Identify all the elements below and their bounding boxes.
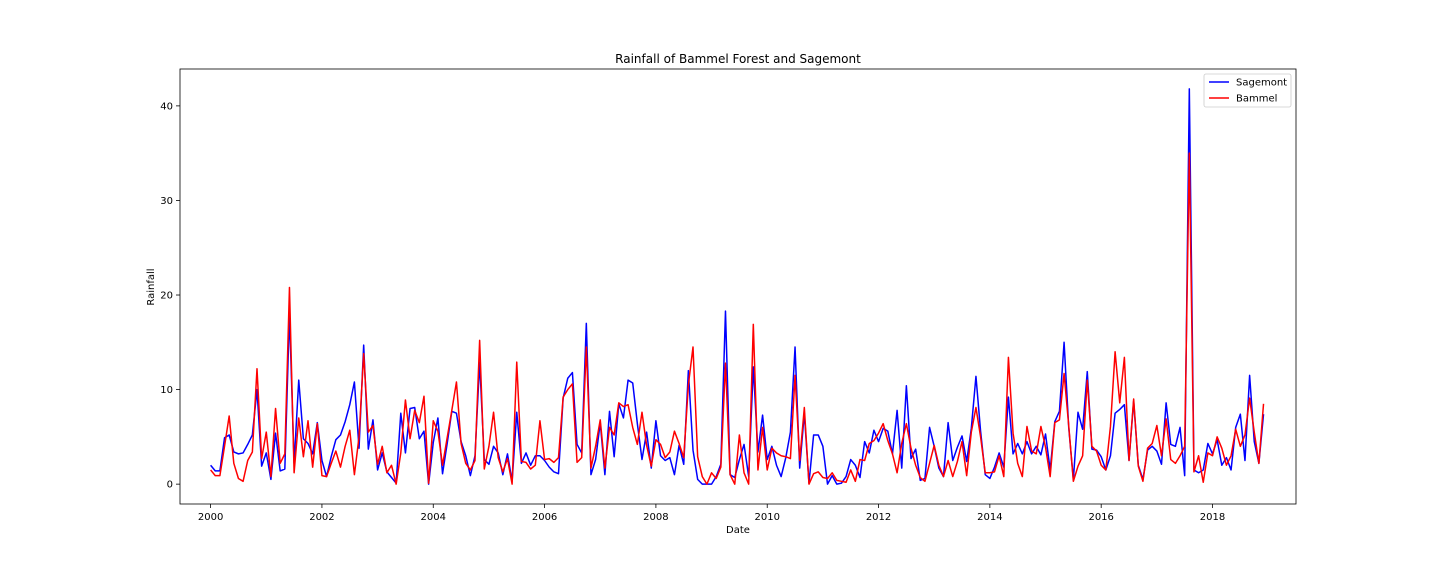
- x-axis: 2000 2002 2004 2006 2008 2010 2012 2014 2016 2018: [198, 504, 1225, 523]
- y-tick-label: 10: [160, 385, 173, 396]
- x-tick-label: 2018: [1200, 512, 1225, 523]
- x-tick-label: 2008: [643, 512, 668, 523]
- x-tick-label: 2004: [421, 512, 446, 523]
- y-tick-label: 30: [160, 196, 173, 207]
- legend-label-bammel: Bammel: [1236, 94, 1277, 105]
- x-axis-title: Date: [726, 525, 750, 536]
- x-tick-label: 2012: [866, 512, 891, 523]
- y-axis: 0 10 20 30 40: [160, 101, 180, 491]
- x-tick-label: 2014: [977, 512, 1002, 523]
- plot-frame: [179, 68, 1297, 505]
- y-axis-title: Rainfall: [146, 268, 157, 305]
- chart-title: Rainfall of Bammel Forest and Sagemont: [615, 52, 861, 66]
- plot-area: [210, 88, 1265, 485]
- x-tick-label: 2016: [1088, 512, 1113, 523]
- series-line-bammel: [210, 152, 1265, 485]
- x-tick-label: 2006: [532, 512, 557, 523]
- legend-label-sagemont: Sagemont: [1236, 78, 1287, 89]
- legend: Sagemont Bammel: [1203, 73, 1292, 108]
- x-tick-label: 2010: [754, 512, 779, 523]
- x-tick-label: 2002: [309, 512, 334, 523]
- y-tick-label: 20: [160, 291, 173, 302]
- x-tick-label: 2000: [198, 512, 223, 523]
- y-tick-label: 0: [167, 480, 173, 491]
- y-tick-label: 40: [160, 101, 173, 112]
